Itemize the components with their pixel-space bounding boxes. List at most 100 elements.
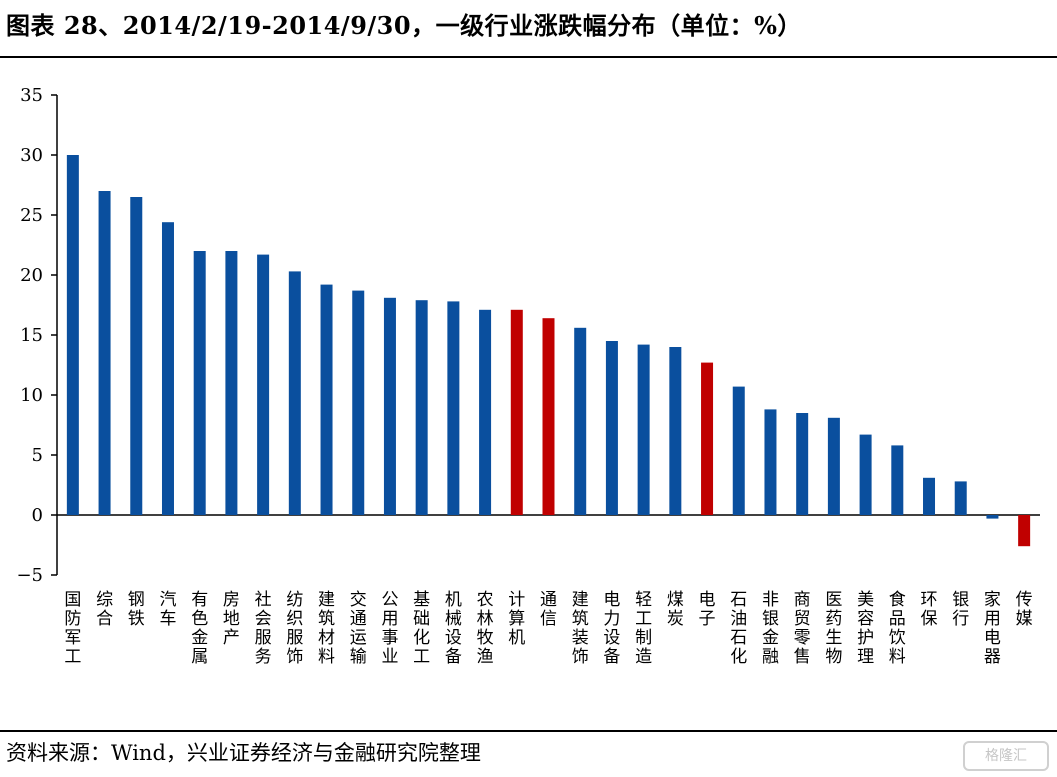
bar-18: [605, 341, 618, 515]
category-label-char: 造: [635, 647, 652, 667]
category-label-char: 备: [603, 647, 620, 667]
category-label-char: 服: [286, 628, 303, 648]
category-label-char: 煤: [667, 590, 684, 610]
category-label-char: 产: [223, 628, 240, 648]
category-label-char: 铁: [128, 609, 145, 629]
category-label-char: 贸: [794, 609, 811, 629]
bottom-rule: [0, 730, 1057, 732]
y-tick-label: 10: [20, 385, 43, 406]
bar-4: [161, 222, 174, 515]
category-label-char: 通: [350, 609, 367, 629]
bar-30: [986, 515, 999, 519]
category-label-char: 林: [477, 609, 494, 629]
category-label-char: 基: [413, 590, 430, 610]
category-label-char: 务: [255, 647, 272, 667]
bar-13: [447, 301, 460, 515]
bar-7: [257, 254, 270, 515]
category-label-char: 子: [699, 609, 716, 629]
category-label: 房地产: [223, 590, 240, 648]
category-label-char: 家: [984, 590, 1001, 610]
category-label-char: 环: [921, 590, 938, 610]
category-label-char: 纺: [286, 590, 303, 610]
bar-24: [796, 413, 809, 515]
y-tick-label: 35: [20, 85, 43, 106]
category-label-char: 织: [286, 609, 303, 629]
bar-22: [732, 386, 745, 515]
category-label-char: 用: [381, 609, 398, 629]
category-label: 计算机: [508, 590, 525, 648]
category-label-char: 理: [857, 647, 874, 667]
category-label-char: 装: [572, 628, 589, 648]
category-label-char: 建: [572, 590, 589, 610]
category-label-char: 银: [762, 609, 779, 629]
category-label-char: 化: [413, 628, 430, 648]
bar-5: [193, 251, 206, 515]
y-tick-label: 30: [20, 145, 43, 166]
category-label-char: 工: [635, 609, 652, 629]
category-label-char: 设: [445, 628, 462, 648]
category-label-char: 综: [96, 590, 113, 610]
category-label-char: 计: [508, 590, 525, 610]
category-label-char: 商: [794, 590, 811, 610]
top-rule: [0, 56, 1057, 58]
category-label-char: 础: [413, 609, 430, 629]
category-label-char: 美: [857, 590, 874, 610]
bar-1: [66, 155, 79, 515]
category-label-char: 机: [445, 590, 462, 610]
category-label-char: 石: [730, 590, 747, 610]
category-label-char: 机: [508, 628, 525, 648]
category-label-char: 保: [921, 609, 938, 629]
category-label-char: 传: [1016, 590, 1033, 610]
category-label-char: 制: [635, 628, 652, 648]
category-label-char: 筑: [572, 609, 589, 629]
y-tick-label: 0: [32, 505, 43, 526]
category-label-char: 公: [381, 590, 398, 610]
category-label: 环保: [921, 590, 938, 629]
bar-14: [479, 309, 492, 515]
category-label-char: 轻: [635, 590, 652, 610]
category-label-char: 属: [191, 647, 208, 667]
y-tick-label: 25: [20, 205, 43, 226]
bar-10: [352, 290, 365, 515]
category-label-char: 饮: [889, 628, 906, 648]
category-label: 通信: [540, 590, 557, 629]
category-label-char: 运: [350, 628, 367, 648]
category-label-char: 售: [794, 647, 811, 667]
category-label-char: 器: [984, 647, 1001, 667]
category-label-char: 炭: [667, 609, 684, 629]
category-label-char: 化: [730, 647, 747, 667]
bar-12: [415, 300, 428, 515]
bar-20: [669, 347, 682, 515]
bar-26: [859, 434, 872, 515]
bars: [66, 155, 1031, 547]
category-label-char: 料: [889, 647, 906, 667]
bar-17: [574, 327, 587, 515]
category-label-char: 品: [889, 609, 906, 629]
category-label-char: 药: [825, 609, 842, 629]
category-label: 银行: [952, 590, 969, 629]
category-label-char: 工: [64, 647, 81, 667]
category-label-char: 筑: [318, 609, 335, 629]
bar-11: [383, 297, 396, 515]
bar-23: [764, 409, 777, 515]
category-label-char: 车: [159, 609, 176, 629]
category-label-char: 行: [952, 609, 969, 629]
watermark-text: 格隆汇: [985, 748, 1027, 764]
bar-6: [225, 251, 238, 515]
category-label-char: 材: [318, 628, 335, 648]
category-label-char: 防: [64, 609, 81, 629]
category-label-char: 石: [730, 628, 747, 648]
bar-21: [701, 362, 714, 515]
